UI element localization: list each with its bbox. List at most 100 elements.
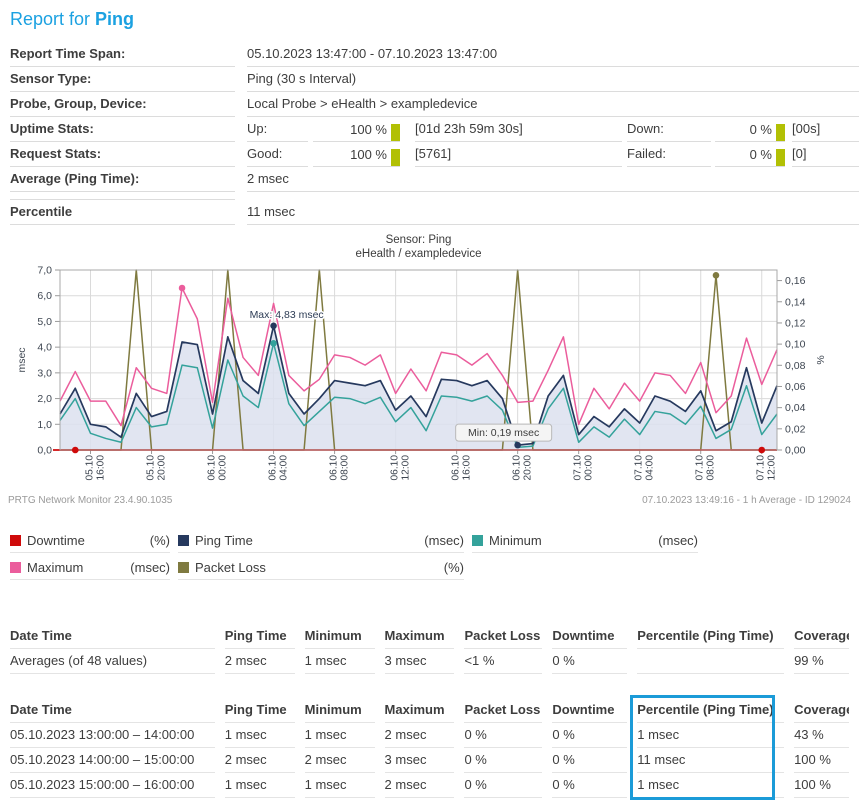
x-axis-date-label: 06.10 [512, 455, 523, 481]
column-header: Packet Loss [464, 698, 543, 723]
table-cell: 1 msec [224, 773, 295, 798]
table-cell: 1 msec [637, 773, 785, 798]
request-good-bar [391, 149, 400, 166]
x-axis-date-label: 07.10 [695, 455, 706, 481]
table-cell: 0 % [552, 723, 628, 748]
summary-row-percentile: Percentile 11 msec [0, 200, 859, 225]
column-header: Date Time [10, 698, 215, 723]
minimum-marker [270, 339, 277, 347]
downtime-marker [71, 446, 79, 454]
summary-spacer-row [0, 192, 859, 200]
chart-title: Sensor: Ping [386, 234, 452, 246]
table-cell: 0 % [552, 649, 628, 674]
table-cell: 2 msec [384, 723, 455, 748]
table-cell: 100 % [794, 748, 849, 773]
x-axis-date-label: 05.10 [85, 455, 96, 481]
legend-label: Downtime [27, 532, 85, 548]
plot-border [59, 269, 778, 451]
summary-row-probe-group-device: Probe, Group, Device: Local Probe > eHea… [0, 92, 859, 117]
request-good-detail: [5761] [415, 142, 622, 167]
left-axis-tick-label: 4,0 [37, 342, 52, 354]
left-axis-tick-label: 6,0 [37, 290, 52, 302]
max-annotation: Max: 4,83 msec [250, 309, 324, 321]
row-label: Average (Ping Time): [10, 167, 235, 192]
x-axis-time-label: 16:00 [462, 455, 473, 481]
right-axis-title: % [815, 355, 827, 364]
x-axis-time-label: 20:00 [523, 455, 534, 481]
table-header-row: Date Time Ping Time Minimum Maximum Packet L… [10, 698, 859, 723]
request-failed-value: 0 % [749, 147, 772, 162]
table-cell: Averages (of 48 values) [10, 649, 215, 674]
right-axis-tick-label: 0,04 [785, 402, 806, 414]
uptime-down-percent: 0 % [715, 117, 785, 142]
x-axis-date-label: 06.10 [207, 455, 218, 481]
left-axis-tick-label: 5,0 [37, 316, 52, 328]
x-axis-time-label: 12:00 [401, 455, 412, 481]
report-page: Report for Ping Report Time Span: 05.10.2… [0, 8, 859, 800]
column-header: Maximum [384, 698, 455, 723]
ping-time-line [59, 324, 778, 446]
table-cell: <1 % [464, 649, 543, 674]
column-header: Maximum [384, 624, 455, 649]
x-axis-date-label: 07.10 [573, 455, 584, 481]
column-header: Ping Time [224, 698, 295, 723]
x-axis-date-label: 07.10 [634, 455, 645, 481]
sensor-chart: Sensor: Ping eHealth / exampledevice 0,0 1,… [8, 234, 851, 506]
table-cell: 0 % [464, 773, 543, 798]
legend-label: Ping Time [195, 532, 253, 548]
x-axis-time-label: 00:00 [584, 455, 595, 481]
report-summary-table: Report Time Span: 05.10.2023 13:47:00 - … [0, 42, 859, 225]
column-header: Coverage [794, 698, 849, 723]
column-header: Minimum [304, 624, 375, 649]
uptime-down-label: Down: [627, 117, 711, 142]
x-axis-date-label: 05.10 [146, 455, 157, 481]
x-axis-date-label: 06.10 [451, 455, 462, 481]
table-cell: 1 msec [224, 723, 295, 748]
table-cell: 0 % [464, 748, 543, 773]
x-axis-time-label: 08:00 [706, 455, 717, 481]
column-header: Packet Loss [464, 624, 543, 649]
table-cell: 2 msec [224, 748, 295, 773]
x-axis-date-label: 07.10 [756, 455, 767, 481]
x-axis-time-label: 12:00 [767, 455, 778, 481]
spacer-line [10, 192, 235, 200]
table-cell: 2 msec [224, 649, 295, 674]
chart-footer-left: PRTG Network Monitor 23.4.90.1035 [8, 495, 173, 506]
row-label: Percentile [10, 200, 235, 225]
table-cell: 0 % [552, 748, 628, 773]
request-failed-label: Failed: [627, 142, 711, 167]
table-cell: 1 msec [637, 723, 785, 748]
table-row: 05.10.2023 13:00:00 – 14:00:00 1 msec 1 ms… [10, 723, 859, 748]
x-axis-time-label: 04:00 [279, 455, 290, 481]
table-header-row: Date Time Ping Time Minimum Maximum Packet L… [10, 624, 859, 649]
legend-label: Maximum [27, 559, 84, 575]
table-cell [637, 649, 785, 674]
table-cell: 05.10.2023 15:00:00 – 16:00:00 [10, 773, 215, 798]
details-table: Date Time Ping Time Minimum Maximum Packet L… [10, 695, 859, 800]
right-axis-tick-label: 0,06 [785, 381, 806, 393]
legend-item-maximum: Maximum (msec) [10, 559, 170, 580]
uptime-up-value: 100 % [350, 122, 387, 137]
table-row: 05.10.2023 14:00:00 – 15:00:00 2 msec 2 ms… [10, 748, 859, 773]
legend-unit: (%) [149, 532, 170, 548]
legend-unit: (%) [443, 559, 464, 575]
table-cell: 05.10.2023 14:00:00 – 15:00:00 [10, 748, 215, 773]
maximum-swatch [10, 561, 21, 573]
uptime-up-detail: [01d 23h 59m 30s] [415, 117, 622, 142]
legend-item-downtime: Downtime (%) [10, 532, 170, 553]
legend-label: Packet Loss [195, 559, 266, 575]
table-row: Averages (of 48 values) 2 msec 1 msec 3 mse… [10, 649, 859, 674]
row-label: Uptime Stats: [10, 117, 235, 142]
left-axis-tick-label: 7,0 [37, 265, 52, 277]
uptime-up-percent: 100 % [313, 117, 400, 142]
column-header: Percentile (Ping Time) [637, 624, 785, 649]
table-cell: 1 msec [304, 649, 375, 674]
request-failed-bar [776, 149, 785, 166]
x-axis-time-label: 08:00 [340, 455, 351, 481]
summary-row-sensor-type: Sensor Type: Ping (30 s Interval) [0, 67, 859, 92]
chart-legend: Downtime (%) Ping Time (msec) Minimum (m… [10, 532, 859, 580]
left-axis-tick-label: 2,0 [37, 393, 52, 405]
page-title: Report for Ping [10, 8, 859, 30]
summary-row-request-stats: Request Stats: Good: 100 % [5761] Failed… [0, 142, 859, 167]
table-cell: 1 msec [304, 723, 375, 748]
